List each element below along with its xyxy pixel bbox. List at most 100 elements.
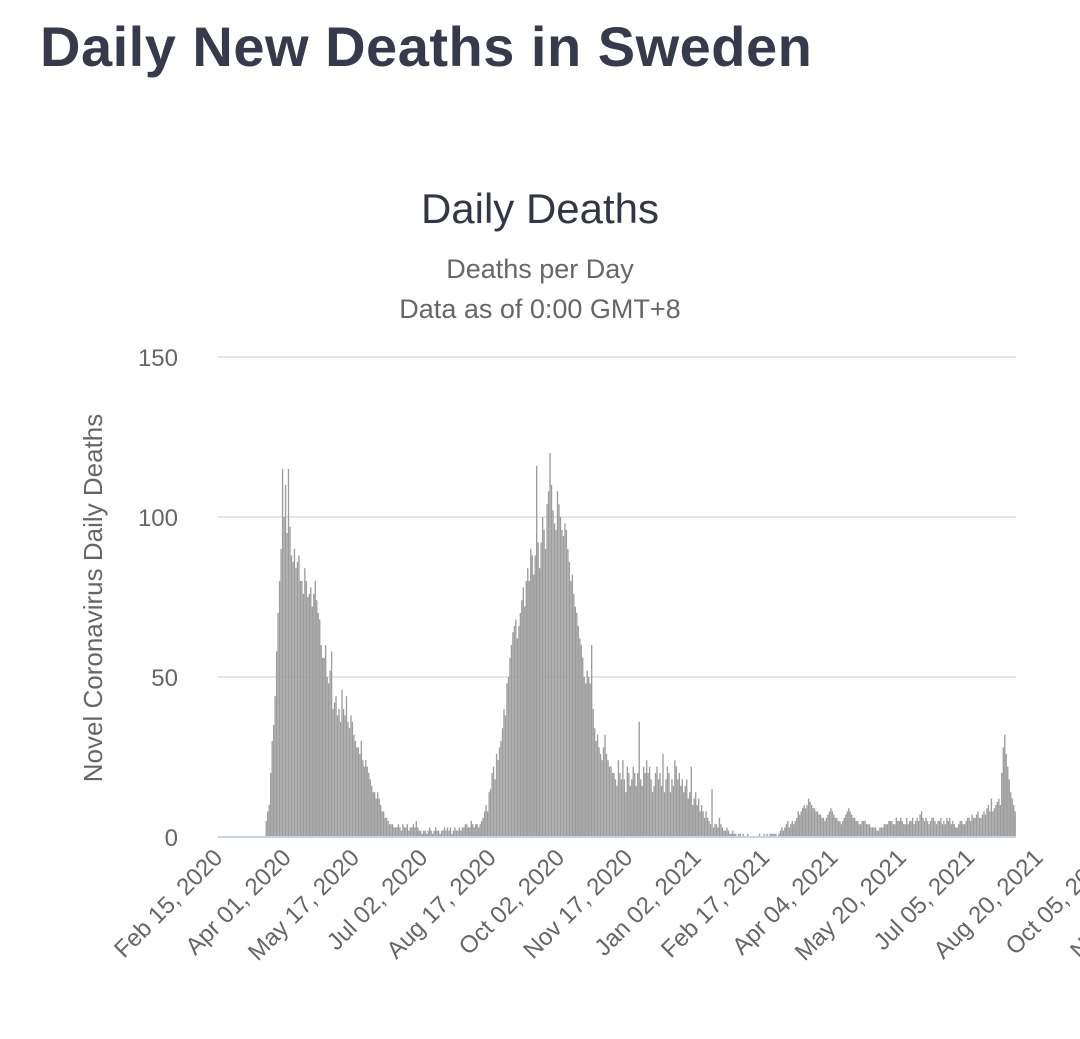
bar — [920, 811, 923, 837]
bar — [541, 517, 544, 837]
bar — [486, 811, 489, 837]
bar — [644, 773, 646, 837]
bar — [966, 817, 969, 837]
bar — [574, 606, 576, 837]
bar — [289, 526, 291, 837]
bar — [775, 833, 777, 837]
bar — [519, 613, 521, 837]
bar — [947, 821, 949, 837]
bar — [956, 827, 958, 837]
bar — [362, 760, 364, 837]
bar — [629, 785, 631, 837]
bar — [287, 469, 290, 837]
bar — [779, 830, 782, 837]
bar — [975, 814, 978, 837]
bar — [558, 504, 560, 837]
bar — [460, 830, 462, 837]
bar — [787, 821, 789, 837]
bar — [733, 833, 735, 837]
bar — [806, 805, 808, 837]
bar — [980, 817, 982, 837]
bar — [348, 728, 351, 837]
bar — [412, 824, 415, 837]
bar — [601, 760, 603, 837]
bar — [377, 792, 379, 837]
bar — [898, 821, 900, 837]
bar — [274, 696, 276, 837]
bar — [909, 821, 911, 837]
bar — [720, 824, 722, 837]
bar — [492, 766, 495, 837]
bar — [675, 766, 678, 837]
bar — [322, 657, 324, 837]
bar — [588, 677, 590, 837]
bar — [867, 824, 869, 837]
bar — [506, 683, 508, 837]
bar — [589, 683, 591, 837]
bar — [784, 827, 786, 837]
bar — [547, 491, 550, 837]
bar — [711, 789, 713, 837]
bar — [503, 709, 505, 837]
bar — [953, 824, 955, 837]
bar — [735, 833, 737, 837]
bar — [482, 817, 484, 837]
bar — [683, 792, 685, 837]
bar — [518, 625, 520, 837]
bar — [816, 811, 819, 837]
y-tick-label: 100 — [138, 505, 178, 532]
bar — [451, 833, 453, 837]
bar — [559, 517, 562, 837]
bar — [544, 549, 547, 837]
bar — [724, 830, 727, 837]
bar — [831, 811, 834, 837]
bar — [647, 773, 649, 837]
bar — [888, 821, 890, 837]
bar — [827, 814, 829, 837]
page-title: Daily New Deaths in Sweden — [40, 15, 813, 78]
bar — [797, 811, 799, 837]
bar — [341, 689, 343, 837]
bar — [846, 811, 848, 837]
bar — [885, 824, 887, 837]
bar — [265, 821, 267, 837]
bar — [424, 830, 426, 837]
bar — [877, 830, 880, 837]
bar — [631, 779, 633, 837]
bar — [540, 542, 542, 837]
bar — [654, 773, 657, 837]
bar — [454, 827, 456, 837]
bar — [919, 814, 921, 837]
bar — [993, 808, 996, 837]
bar — [684, 785, 686, 837]
bar — [507, 677, 510, 837]
bar — [693, 798, 695, 837]
bar — [585, 683, 587, 837]
bar — [941, 824, 944, 837]
bar — [778, 833, 780, 837]
bar — [989, 811, 991, 837]
bar — [622, 760, 624, 837]
bar — [674, 760, 676, 837]
bar — [528, 581, 530, 837]
bar — [473, 827, 475, 837]
bar — [938, 821, 941, 837]
bar — [365, 760, 367, 837]
bar — [660, 785, 663, 837]
bar — [347, 721, 349, 837]
bar — [632, 766, 634, 837]
bar — [351, 721, 354, 837]
bar — [525, 581, 527, 837]
bar — [394, 827, 397, 837]
bar — [437, 830, 440, 837]
bar — [283, 517, 285, 837]
bar — [911, 817, 914, 837]
bar — [448, 830, 450, 837]
bar — [914, 821, 917, 837]
bar — [384, 817, 386, 837]
bar — [409, 827, 412, 837]
bar — [839, 821, 841, 837]
bar — [357, 747, 360, 837]
bar — [452, 830, 455, 837]
bar — [280, 549, 282, 837]
